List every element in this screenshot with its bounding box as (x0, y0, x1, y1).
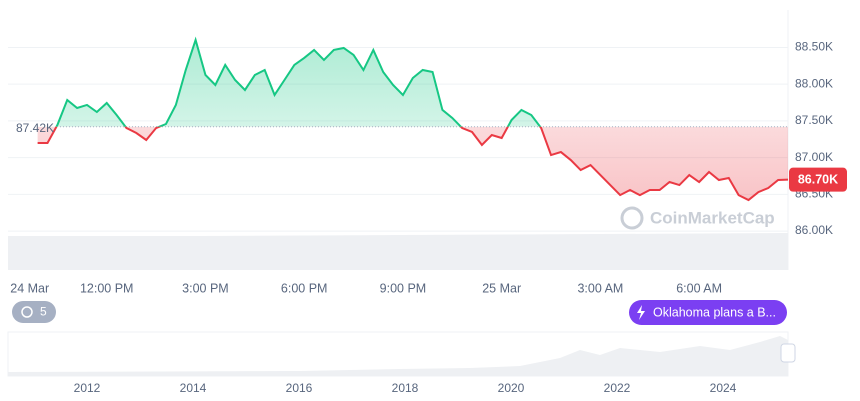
navigator-year: 2012 (74, 381, 101, 395)
y-tick-label: 87.50K (795, 113, 833, 127)
navigator-area (8, 336, 788, 376)
x-tick-label: 9:00 PM (380, 281, 427, 295)
history-badge[interactable]: 5 (12, 301, 56, 323)
navigator-year: 2018 (392, 381, 419, 395)
navigator-year: 2014 (180, 381, 207, 395)
last-price-tag (789, 167, 847, 192)
badge-count: 5 (40, 305, 47, 319)
area-down (37, 126, 788, 201)
volume-area (8, 233, 788, 270)
price-line-down (37, 126, 789, 202)
y-tick-label: 86.00K (795, 223, 833, 237)
y-tick-label: 88.50K (795, 40, 833, 54)
y-tick-label: 88.00K (795, 76, 833, 90)
x-tick-label: 24 Mar (10, 281, 49, 295)
watermark: CoinMarketCap (620, 206, 775, 230)
navigator-year: 2022 (604, 381, 631, 395)
navigator-year: 2016 (286, 381, 313, 395)
y-tick-label: 87.00K (795, 150, 833, 164)
area-up (56, 39, 541, 127)
x-tick-label: 3:00 AM (577, 281, 623, 295)
navigator-year: 2024 (710, 381, 737, 395)
x-tick-label: 25 Mar (482, 281, 521, 295)
news-pill[interactable]: Oklahoma plans a B... (629, 300, 787, 325)
watermark-text: CoinMarketCap (650, 208, 775, 227)
x-tick-label: 12:00 PM (80, 281, 134, 295)
navigator-year: 2020 (498, 381, 525, 395)
baseline-label: 87.42K (16, 121, 54, 135)
x-tick-label: 3:00 PM (182, 281, 229, 295)
x-tick-label: 6:00 AM (676, 281, 722, 295)
x-tick-label: 6:00 PM (281, 281, 328, 295)
last-price-label: 86.70K (798, 172, 838, 186)
news-text: Oklahoma plans a B... (653, 305, 776, 319)
price-line-up (55, 36, 542, 127)
navigator-handle[interactable] (780, 343, 796, 363)
